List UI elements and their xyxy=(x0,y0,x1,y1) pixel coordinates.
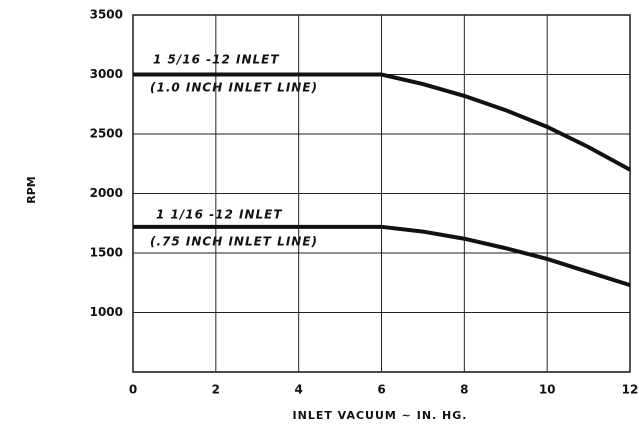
x-tick-label: 6 xyxy=(377,383,385,397)
x-tick-label: 0 xyxy=(129,383,137,397)
y-tick-label: 3000 xyxy=(90,67,123,81)
data-line xyxy=(133,224,631,288)
annotation: 1 1/16 -12 INLET xyxy=(156,208,283,222)
annotation: (.75 INCH INLET LINE) xyxy=(150,235,318,249)
y-tick-label: 1000 xyxy=(90,305,123,319)
x-tick-label: 10 xyxy=(539,383,556,397)
y-tick-label: 3500 xyxy=(90,8,123,22)
x-tick-label: 2 xyxy=(212,383,220,397)
y-axis-label: RPM xyxy=(25,176,38,203)
y-tick-label: 2000 xyxy=(90,186,123,200)
x-tick-label: 8 xyxy=(460,383,468,397)
data-line xyxy=(133,72,631,172)
annotation: (1.0 INCH INLET LINE) xyxy=(150,81,318,95)
y-tick-label: 2500 xyxy=(90,127,123,141)
x-axis-label: INLET VACUUM ~ IN. HG. xyxy=(293,409,468,422)
y-tick-label: 1500 xyxy=(90,246,123,260)
x-tick-label: 4 xyxy=(294,383,302,397)
x-tick-label: 12 xyxy=(622,383,639,397)
